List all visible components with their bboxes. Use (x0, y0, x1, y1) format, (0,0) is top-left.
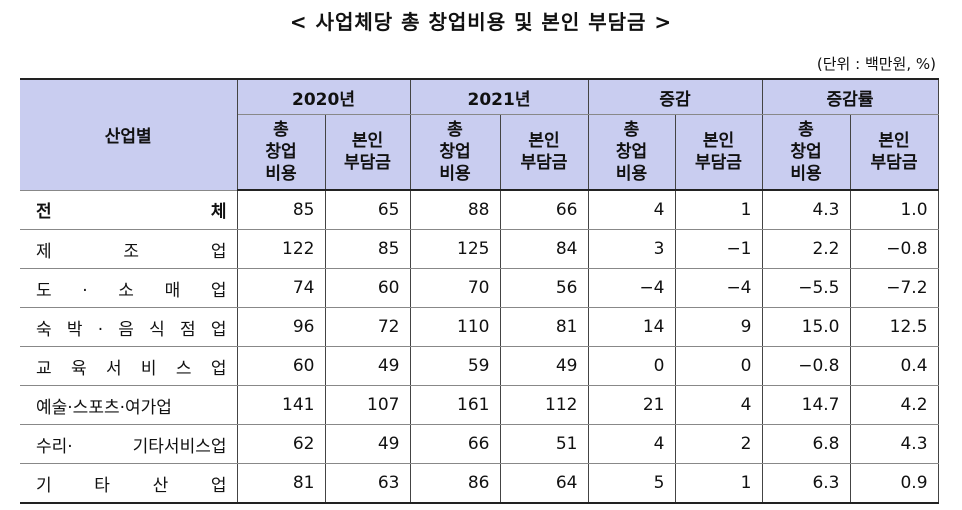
data-row: 기 타 산 업 81 63 86 64 5 1 6.3 0.9 (20, 463, 939, 504)
row-label: 기 타 산 업 (20, 463, 238, 504)
cell: 4.3 (849, 424, 939, 464)
cell: 5 (587, 463, 676, 504)
cell: 59 (409, 346, 501, 386)
cell: 81 (499, 307, 589, 347)
cell: 110 (409, 307, 501, 347)
cell: 14 (587, 307, 676, 347)
cell: 12.5 (849, 307, 939, 347)
cell: 1 (674, 463, 763, 504)
cell: 0 (674, 346, 763, 386)
cell: 107 (324, 385, 411, 425)
cell: −7.2 (849, 268, 939, 308)
cell: 60 (236, 346, 326, 386)
subheader-cell: 총 창업 비용 (236, 114, 326, 191)
cell: 66 (409, 424, 501, 464)
cell: 112 (499, 385, 589, 425)
cell: 64 (499, 463, 589, 504)
cell: 4.3 (761, 190, 851, 230)
cell: 1 (674, 190, 763, 230)
row-label: 예술·스포츠·여가업 (20, 385, 238, 425)
cell: 4.2 (849, 385, 939, 425)
cell: 51 (499, 424, 589, 464)
cell: 161 (409, 385, 501, 425)
cell: 122 (236, 229, 326, 269)
cell: 66 (499, 190, 589, 230)
cell: −4 (674, 268, 763, 308)
cell: 74 (236, 268, 326, 308)
header-row: 산업별 2020년 2021년 증감 증감률 (20, 78, 939, 191)
cell: 14.7 (761, 385, 851, 425)
data-row: 제 조 업 122 85 125 84 3 −1 2.2 −0.8 (20, 229, 939, 269)
header-cell: 2020년 (236, 78, 411, 115)
cell: 141 (236, 385, 326, 425)
cell: 63 (324, 463, 411, 504)
subheader-cell: 본인 부담금 (849, 114, 939, 191)
cell: 72 (324, 307, 411, 347)
cell: 4 (587, 190, 676, 230)
subheader-cell: 본인 부담금 (674, 114, 763, 191)
data-row: 수리· 기타서비스업 62 49 66 51 4 2 6.8 4.3 (20, 424, 939, 464)
data-row: 예술·스포츠·여가업 141 107 161 112 21 4 14.7 4.2 (20, 385, 939, 425)
subheader-cell: 총 창업 비용 (409, 114, 501, 191)
cell: 81 (236, 463, 326, 504)
cell: 88 (409, 190, 501, 230)
subheader-cell: 총 창업 비용 (587, 114, 676, 191)
row-label: 교 육 서 비 스 업 (20, 346, 238, 386)
header-cell: 증감 (587, 78, 763, 115)
cell: 125 (409, 229, 501, 269)
cell: 85 (324, 229, 411, 269)
cell: 0.4 (849, 346, 939, 386)
cell: 4 (674, 385, 763, 425)
cell: 3 (587, 229, 676, 269)
title: < 사업체당 총 창업비용 및 본인 부담금 > (289, 10, 673, 34)
cell: 2 (674, 424, 763, 464)
header-cell: 2021년 (409, 78, 589, 115)
row-label: 숙 박 · 음 식 점 업 (20, 307, 238, 347)
cell: 62 (236, 424, 326, 464)
cell: 15.0 (761, 307, 851, 347)
cell: −5.5 (761, 268, 851, 308)
cell: 49 (499, 346, 589, 386)
cell: 65 (324, 190, 411, 230)
cell: −0.8 (849, 229, 939, 269)
cell: 2.2 (761, 229, 851, 269)
subheader-cell: 본인 부담금 (324, 114, 411, 191)
cell: 6.8 (761, 424, 851, 464)
header-cell: 증감률 (761, 78, 939, 115)
row-label: 도 · 소 매 업 (20, 268, 238, 308)
cell: 0.9 (849, 463, 939, 504)
cell: −0.8 (761, 346, 851, 386)
data-row: 도 · 소 매 업 74 60 70 56 −4 −4 −5.5 −7.2 (20, 268, 939, 308)
header-cell: 산업별 (20, 78, 238, 191)
subheader-row: 총 창업 비용 본인 부담금 총 창업 비용 본인 부담금 총 창업 비용 본인 부담금 총… (20, 114, 939, 191)
subheader-cell: 본인 부담금 (499, 114, 589, 191)
row-label: 전 체 (20, 190, 238, 230)
cell: 6.3 (761, 463, 851, 504)
cell: 60 (324, 268, 411, 308)
data-row: 교 육 서 비 스 업 60 49 59 49 0 0 −0.8 0.4 (20, 346, 939, 386)
unit-note: (단위 : 백만원, %) (816, 55, 936, 73)
cell: 49 (324, 346, 411, 386)
data-row: 전 체 85 65 88 66 4 1 4.3 1.0 (20, 190, 939, 230)
cell: −1 (674, 229, 763, 269)
cell: 21 (587, 385, 676, 425)
cell: −4 (587, 268, 676, 308)
table: 산업별 2020년 2021년 증감 증감률 총 창업 비용 본인 부담금 총 창업 비용 본인… (20, 78, 939, 504)
cell: 56 (499, 268, 589, 308)
cell: 9 (674, 307, 763, 347)
cell: 0 (587, 346, 676, 386)
subheader-cell: 총 창업 비용 (761, 114, 851, 191)
row-label: 제 조 업 (20, 229, 238, 269)
cell: 1.0 (849, 190, 939, 230)
data-row: 숙 박 · 음 식 점 업 96 72 110 81 14 9 15.0 12.5 (20, 307, 939, 347)
cell: 96 (236, 307, 326, 347)
cell: 4 (587, 424, 676, 464)
cell: 86 (409, 463, 501, 504)
cell: 70 (409, 268, 501, 308)
cell: 85 (236, 190, 326, 230)
cell: 49 (324, 424, 411, 464)
cell: 84 (499, 229, 589, 269)
row-label: 수리· 기타서비스업 (20, 424, 238, 464)
